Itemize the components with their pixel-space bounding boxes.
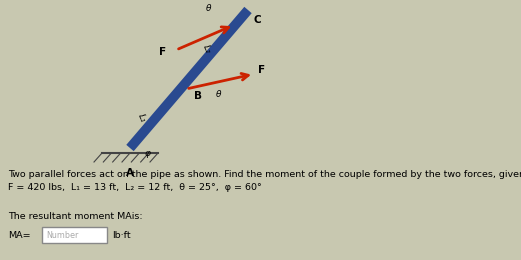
Text: A: A	[126, 168, 134, 178]
Text: L₂: L₂	[201, 44, 212, 55]
Text: B: B	[194, 91, 202, 101]
Text: The resultant moment MΑis:: The resultant moment MΑis:	[8, 212, 143, 220]
Text: Two parallel forces act on the pipe as shown. Find the moment of the couple form: Two parallel forces act on the pipe as s…	[8, 170, 521, 179]
Text: θ: θ	[216, 90, 221, 99]
Text: F: F	[258, 65, 265, 75]
Text: C: C	[253, 15, 260, 25]
Bar	[42, 227, 107, 243]
Text: θ: θ	[206, 4, 212, 13]
Text: Number: Number	[46, 231, 78, 239]
Text: F: F	[159, 47, 166, 57]
Text: φ: φ	[145, 149, 151, 158]
Text: MΑ=: MΑ=	[8, 231, 31, 239]
Text: lb·ft: lb·ft	[112, 231, 131, 239]
Text: F = 420 lbs,  L₁ = 13 ft,  L₂ = 12 ft,  θ = 25°,  φ = 60°: F = 420 lbs, L₁ = 13 ft, L₂ = 12 ft, θ =…	[8, 183, 262, 192]
Text: L₁: L₁	[135, 113, 147, 124]
